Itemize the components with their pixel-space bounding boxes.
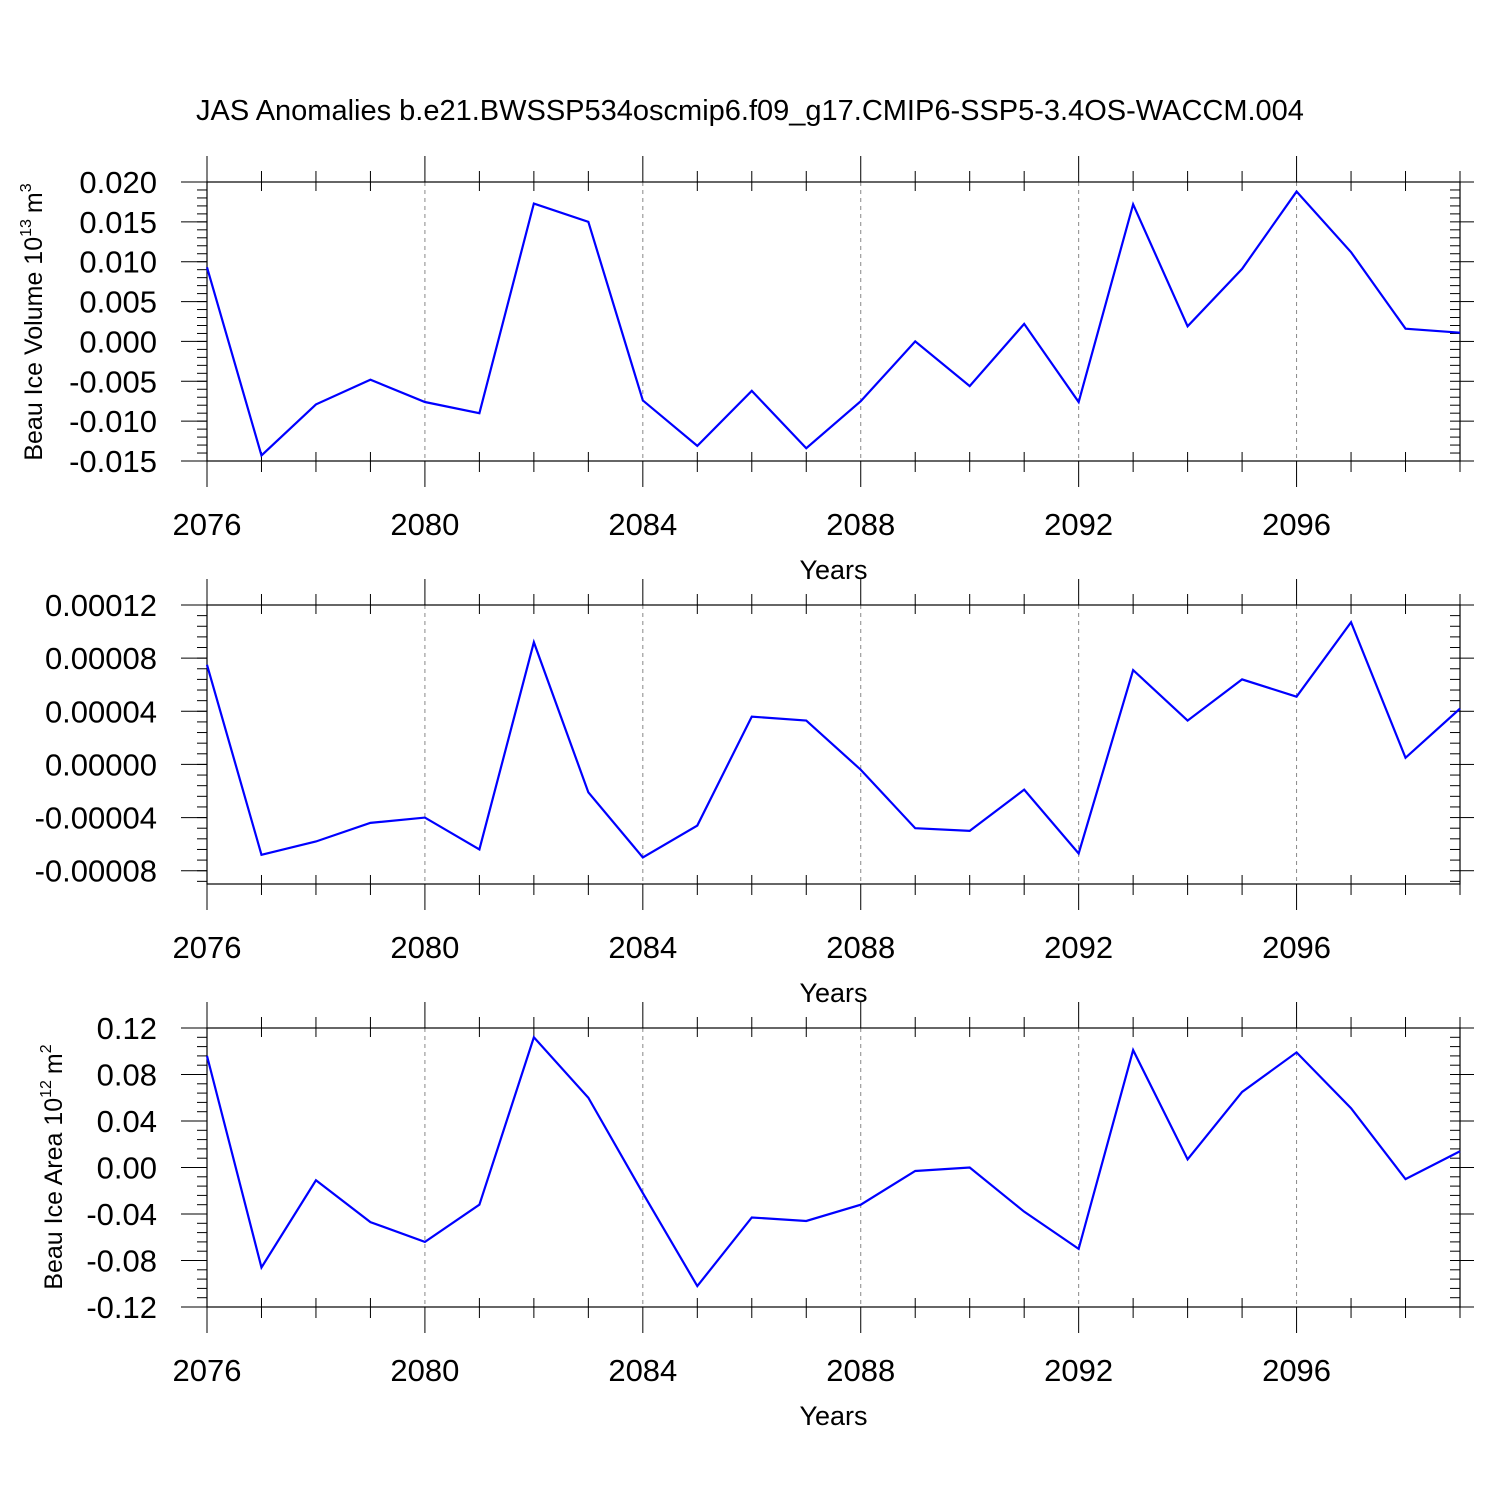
y-axis-label-text: Beau Snow Volume 10	[0, 644, 6, 897]
x-tick-label: 2096	[1262, 507, 1331, 542]
x-tick-label: 2088	[826, 1353, 895, 1388]
y-tick-label: 0.015	[79, 205, 157, 240]
x-axis-label: Years	[799, 978, 867, 1008]
panel-3: 2076 2080 2084 2088 2092 2096 Years -0.12 -0.08 -…	[38, 1002, 1474, 1431]
x-axis-label: Years	[799, 555, 867, 585]
x-tick-label: 2088	[826, 930, 895, 965]
x-tick-label: 2084	[608, 930, 677, 965]
panel-1: 2076 2080 2084 2088 2092 2096 Years -0.015 -0.01…	[18, 156, 1474, 585]
y-tick-label: -0.010	[69, 404, 157, 439]
y-tick-label: -0.12	[86, 1290, 157, 1325]
y-tick-label: 0.08	[97, 1058, 157, 1093]
y-tick-label: 0.00	[97, 1151, 157, 1186]
y-tick-label: -0.015	[69, 444, 157, 479]
y-tick-label: 0.12	[97, 1011, 157, 1046]
y-tick-label: -0.00008	[35, 854, 157, 889]
x-tick-label: 2092	[1044, 507, 1113, 542]
y-tick-label: -0.04	[86, 1197, 157, 1232]
x-tick-label: 2096	[1262, 930, 1331, 965]
x-tick-label: 2088	[826, 507, 895, 542]
x-axis-label: Years	[799, 1401, 867, 1431]
panel-2: 2076 2080 2084 2088 2092 2096 Years -0.00008 -0.…	[0, 579, 1474, 1008]
y-tick-label: 0.00012	[45, 588, 157, 623]
x-tick-label: 2084	[608, 507, 677, 542]
y-axis-label-unit: m	[40, 1053, 68, 1074]
y-axis-label-exponent: 12	[38, 1080, 55, 1098]
x-tick-label: 2096	[1262, 1353, 1331, 1388]
x-tick-label: 2076	[173, 507, 242, 542]
figure-title: JAS Anomalies b.e21.BWSSP534oscmip6.f09_…	[196, 95, 1304, 127]
x-tick-label: 2076	[173, 1353, 242, 1388]
y-tick-label: 0.00004	[45, 694, 157, 729]
x-tick-label: 2092	[1044, 1353, 1113, 1388]
series-line	[205, 1035, 1461, 1289]
x-tick-label: 2076	[173, 930, 242, 965]
y-tick-label: 0.010	[79, 245, 157, 280]
x-tick-label: 2084	[608, 1353, 677, 1388]
y-tick-label: 0.005	[79, 285, 157, 320]
x-tick-label: 2080	[390, 930, 459, 965]
y-axis-label-text: Beau Ice Volume 10	[20, 237, 48, 461]
y-axis-label-unit-exponent: 3	[18, 183, 35, 192]
series-line	[205, 189, 1461, 458]
series-line	[205, 620, 1461, 859]
y-axis-label-exponent: 13	[18, 219, 35, 237]
y-axis-label-unit: m	[20, 192, 48, 213]
y-axis-label: Beau Ice Volume 1013 m3	[18, 183, 48, 460]
y-axis-label-text: Beau Ice Area 10	[40, 1098, 68, 1290]
x-tick-label: 2080	[390, 1353, 459, 1388]
panels-container: 2076 2080 2084 2088 2092 2096 Years -0.015 -0.01…	[0, 156, 1474, 1431]
y-tick-label: 0.00000	[45, 747, 157, 782]
y-axis-label: Beau Ice Area 1012 m2	[38, 1044, 68, 1289]
y-axis-label-unit-exponent: 2	[38, 1044, 55, 1053]
x-tick-label: 2080	[390, 507, 459, 542]
x-tick-label: 2092	[1044, 930, 1113, 965]
y-tick-label: -0.00004	[35, 801, 157, 836]
plot-frame	[206, 604, 1461, 885]
y-tick-label: 0.04	[97, 1104, 157, 1139]
y-tick-label: -0.005	[69, 364, 157, 399]
y-axis-label: Beau Snow Volume 1013m3	[0, 591, 6, 898]
plot-frame	[206, 181, 1461, 462]
y-tick-label: 0.020	[79, 165, 157, 200]
y-tick-label: -0.08	[86, 1244, 157, 1279]
y-tick-label: 0.00008	[45, 641, 157, 676]
y-axis-label-unit: m	[0, 600, 6, 621]
y-tick-label: 0.000	[79, 324, 157, 359]
